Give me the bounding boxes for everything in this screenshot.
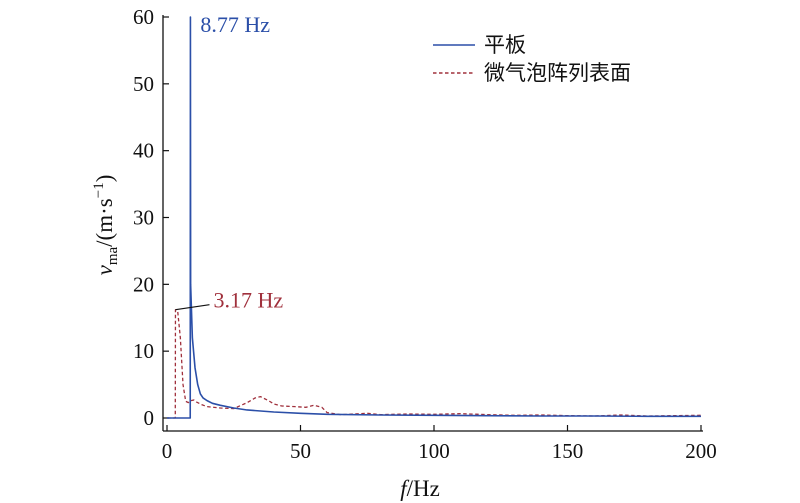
series-line-0: [167, 16, 701, 419]
legend-label: 微气泡阵列表面: [484, 61, 631, 85]
y-tick-label: 60: [133, 5, 154, 29]
y-tick-label: 40: [133, 139, 154, 163]
x-tick-label: 150: [552, 439, 584, 463]
annotations: 8.77 Hz 3.17 Hz: [175, 12, 283, 313]
y-tick-label: 30: [133, 206, 154, 230]
y-tick-label: 20: [133, 272, 154, 296]
series-line-1: [167, 309, 702, 419]
x-tick-label: 0: [162, 439, 173, 463]
legend-label: 平板: [484, 33, 526, 57]
peak-annotation-label: 3.17 Hz: [213, 288, 283, 313]
peak-annotation-label: 8.77 Hz: [200, 12, 270, 37]
annotation-leader-line: [175, 304, 210, 311]
y-tick-label: 50: [133, 72, 154, 96]
y-tick-label: 10: [133, 339, 154, 363]
y-axis-title: vma/(m·s−1): [91, 175, 121, 276]
x-tick-label: 100: [418, 439, 450, 463]
x-tick-label: 200: [685, 439, 717, 463]
y-tick-label: 0: [144, 406, 155, 430]
x-tick-label: 50: [290, 439, 311, 463]
x-axis-title: f/Hz: [400, 476, 440, 501]
series-layer: [167, 16, 702, 419]
axes: 0 10 20 30 40 50 60 0 50 100 150 200: [133, 5, 717, 463]
